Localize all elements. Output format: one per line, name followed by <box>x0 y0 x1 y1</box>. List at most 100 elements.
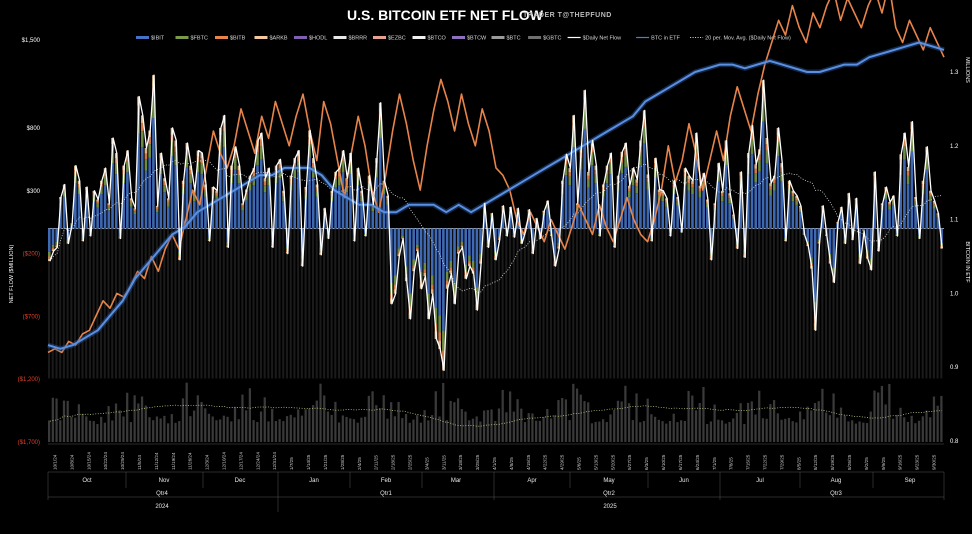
volume-bar <box>386 418 389 442</box>
flow-bar-segment <box>401 237 404 238</box>
flow-bar-segment <box>126 172 129 229</box>
flow-bar-segment <box>129 202 133 207</box>
background-column <box>341 228 344 379</box>
flow-bar-segment <box>479 228 482 254</box>
volume-bar <box>709 421 713 442</box>
flow-bar-segment <box>111 163 114 229</box>
flow-bar-segment <box>758 160 761 172</box>
y-axis-title: NET FLOW ($MILLION) <box>9 245 15 304</box>
flow-bar-segment <box>200 158 204 164</box>
month-label: Aug <box>831 478 842 484</box>
flow-bar-segment <box>155 212 159 229</box>
volume-bar <box>189 416 192 442</box>
flow-bar-segment <box>144 148 148 154</box>
background-column <box>460 228 463 379</box>
background-column <box>750 228 753 379</box>
volume-bar <box>917 420 921 442</box>
background-column <box>352 228 355 379</box>
flow-bar-segment <box>215 201 218 229</box>
volume-bar <box>85 416 88 442</box>
volume-bar <box>520 408 523 442</box>
volume-bar <box>468 420 471 442</box>
flow-bar-segment <box>293 167 296 178</box>
volume-bar <box>152 420 155 442</box>
flow-bar-segment <box>791 196 795 202</box>
background-column <box>847 228 850 379</box>
flow-bar-segment <box>575 210 579 229</box>
flow-bar-segment <box>189 170 192 175</box>
volume-bar <box>453 402 456 442</box>
month-label: May <box>603 478 614 484</box>
volume-bar <box>55 398 58 442</box>
background-column <box>233 228 236 379</box>
background-column <box>761 228 764 379</box>
x-date-label: 2/4/25 <box>357 457 362 470</box>
flow-bar-segment <box>297 150 300 157</box>
flow-bar-segment <box>709 228 713 252</box>
flow-bar-segment <box>133 209 137 212</box>
flow-bar-segment <box>929 201 932 229</box>
flow-bar-segment <box>248 190 252 229</box>
volume-bar <box>66 400 69 442</box>
volume-bar <box>397 401 400 442</box>
background-column <box>568 228 571 379</box>
flow-bar-segment <box>200 153 204 159</box>
flow-bar-segment <box>706 203 709 208</box>
background-column <box>661 228 664 379</box>
volume-bar <box>765 418 768 442</box>
flow-bar-segment <box>587 187 590 229</box>
x-date-label: 10/29/24 <box>120 452 125 470</box>
month-label: Dec <box>235 478 246 484</box>
daily-net-flow-line <box>49 74 943 372</box>
volume-bar <box>334 401 337 442</box>
background-column <box>672 228 675 379</box>
background-column <box>486 228 489 379</box>
background-column <box>311 228 315 379</box>
flow-bar-segment <box>557 242 560 246</box>
flow-bar-segment <box>531 228 534 247</box>
flow-bar-segment <box>475 228 479 288</box>
flow-bar-segment <box>624 154 627 167</box>
flow-bar-segment <box>475 287 479 299</box>
background-column <box>884 228 887 379</box>
volume-bar <box>821 388 824 442</box>
flow-bar-segment <box>423 262 427 270</box>
volume-bar <box>371 391 374 442</box>
flow-bar-segment <box>780 181 784 229</box>
background-column <box>66 228 69 379</box>
flow-bar-segment <box>791 190 795 194</box>
x-date-label: 7/8/25 <box>729 457 734 470</box>
background-column <box>204 228 207 379</box>
flow-bar-segment <box>155 205 159 208</box>
volume-bar <box>728 421 731 442</box>
flow-bar-segment <box>371 206 375 208</box>
legend-label: $GBTC <box>543 36 561 42</box>
background-column <box>423 228 426 379</box>
volume-bar <box>657 419 660 442</box>
flow-bar-segment <box>761 121 765 229</box>
flow-bar-segment <box>888 202 891 204</box>
volume-bar <box>791 421 794 442</box>
flow-bar-segment <box>360 193 363 197</box>
flow-bar-segment <box>717 172 720 182</box>
background-column <box>616 228 619 379</box>
month-label: Mar <box>451 478 461 484</box>
background-column <box>326 228 329 379</box>
background-column <box>345 228 348 379</box>
background-column <box>304 228 307 379</box>
volume-bar <box>103 422 106 442</box>
volume-bar <box>854 423 858 442</box>
background-column <box>207 228 210 379</box>
flow-bar-segment <box>914 201 917 206</box>
volume-bar <box>100 416 103 442</box>
flow-bar-segment <box>735 228 739 243</box>
volume-bar <box>416 415 419 442</box>
flow-bar-segment <box>620 157 624 163</box>
background-column <box>289 228 292 379</box>
flow-bar-segment <box>114 158 118 164</box>
legend-item: $HODL <box>294 36 327 42</box>
flow-bar-segment <box>627 185 631 189</box>
background-column <box>278 228 281 379</box>
background-column <box>929 228 932 379</box>
